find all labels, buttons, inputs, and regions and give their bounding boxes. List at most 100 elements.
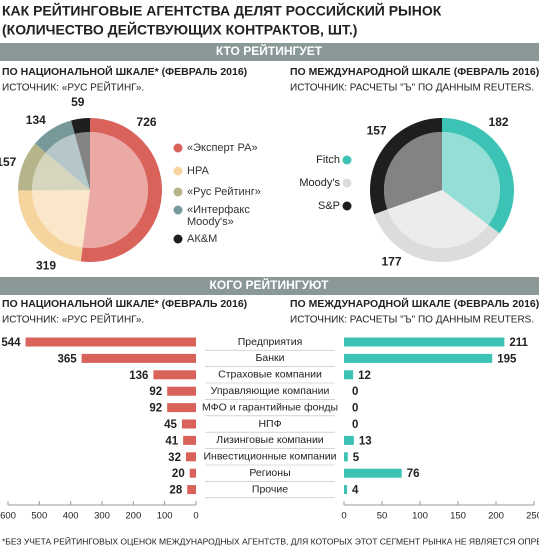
legend-dot <box>342 178 352 188</box>
legend-label: Moody's <box>299 177 340 189</box>
bar <box>344 370 354 380</box>
bar <box>189 468 196 478</box>
pie-slice <box>74 132 90 190</box>
subtitle: ПО НАЦИОНАЛЬНОЙ ШКАЛЕ* (ФЕВРАЛЬ 2016) <box>2 297 247 310</box>
bar <box>153 370 196 380</box>
bar <box>344 337 505 347</box>
title: (КОЛИЧЕСТВО ДЕЙСТВУЮЩИХ КОНТРАКТОВ, ШТ.) <box>2 21 357 38</box>
x-tick-label: 100 <box>157 511 173 522</box>
value-label: 319 <box>36 258 56 272</box>
pie-ring <box>35 120 75 153</box>
value-label: 41 <box>165 435 178 447</box>
bar <box>167 386 196 396</box>
section-title: КОГО РЕЙТИНГУЮТ <box>210 277 330 292</box>
pie-ring <box>18 143 46 191</box>
legend-label: АК&М <box>187 233 218 245</box>
legend-dot <box>173 187 183 197</box>
x-tick-label: 600 <box>0 511 16 522</box>
category-label: Инвестиционные компании <box>203 451 336 463</box>
value-label: 726 <box>137 115 157 129</box>
legend-dot <box>173 166 183 176</box>
subtitle: ПО МЕЖДУНАРОДНОЙ ШКАЛЕ (ФЕВРАЛЬ 2016) <box>290 65 539 78</box>
bar <box>185 452 196 462</box>
bar <box>25 337 197 347</box>
value-label: 45 <box>164 419 177 431</box>
value-label: 5 <box>353 452 360 464</box>
source: ИСТОЧНИК: РАСЧЕТЫ "Ъ" ПО ДАННЫМ REUTERS. <box>290 315 534 326</box>
section-title: КТО РЕЙТИНГУЕТ <box>216 43 323 58</box>
value-label: 13 <box>359 435 372 447</box>
legend-dot <box>173 205 183 215</box>
value-label: 4 <box>352 485 359 497</box>
footnote: *БЕЗ УЧЕТА РЕЙТИНГОВЫХ ОЦЕНОК МЕЖДУНАРОД… <box>2 535 539 546</box>
bar <box>344 353 493 363</box>
pie-slice <box>384 132 442 210</box>
pie-ring <box>370 118 442 215</box>
value-label: 12 <box>358 370 371 382</box>
x-tick-label: 0 <box>341 511 346 522</box>
bar <box>167 403 196 413</box>
pie-slice <box>45 134 90 190</box>
section-bar <box>0 43 539 61</box>
value-label: 28 <box>169 485 182 497</box>
value-label: 92 <box>149 386 162 398</box>
x-tick-label: 50 <box>377 511 388 522</box>
x-tick-label: 200 <box>488 511 504 522</box>
x-tick-label: 100 <box>412 511 428 522</box>
legend-dot <box>342 155 352 165</box>
pie-ring <box>442 118 514 234</box>
bar <box>183 435 196 445</box>
bar <box>344 468 402 478</box>
category-label: Предприятия <box>238 336 303 348</box>
category-label: Страховые компании <box>218 369 322 381</box>
legend-label: «Интерфакс Moody's» <box>187 204 250 228</box>
category-label: Лизинговые компании <box>216 434 324 446</box>
pie-slice <box>82 132 148 248</box>
legend-dot <box>342 201 352 211</box>
category-label: Управляющие компании <box>211 385 330 397</box>
pie-slice <box>387 190 489 248</box>
category-label: Регионы <box>249 467 290 479</box>
bar <box>181 419 196 429</box>
bar <box>344 435 354 445</box>
value-label: 211 <box>509 337 528 349</box>
legend-dot <box>173 234 183 244</box>
value-label: 182 <box>489 115 509 129</box>
value-label: 134 <box>26 113 46 127</box>
bar <box>81 353 196 363</box>
pie-slice <box>32 190 90 248</box>
category-label: Банки <box>256 352 285 364</box>
x-tick-label: 150 <box>450 511 466 522</box>
value-label: 365 <box>57 353 77 365</box>
value-label: 544 <box>1 337 21 349</box>
value-label: 92 <box>149 403 162 415</box>
bar <box>187 485 196 495</box>
pie-slice <box>442 132 500 225</box>
pie-slice <box>32 152 90 191</box>
value-label: 76 <box>407 468 420 480</box>
legend-label: «Эксперт РА» <box>187 142 258 154</box>
value-label: 20 <box>172 468 185 480</box>
legend-label: Fitch <box>316 154 340 166</box>
pie-ring <box>18 190 83 262</box>
value-label: 195 <box>497 353 517 365</box>
x-tick-label: 200 <box>125 511 141 522</box>
category-label: МФО и гарантийные фонды <box>202 401 338 413</box>
x-tick-label: 300 <box>94 511 110 522</box>
pie-ring <box>80 118 162 262</box>
bar <box>344 485 348 495</box>
value-label: 0 <box>352 386 358 398</box>
source: ИСТОЧНИК: «РУС РЕЙТИНГ». <box>2 313 144 326</box>
value-label: 32 <box>168 452 181 464</box>
legend-label: «Рус Рейтинг» <box>187 186 261 198</box>
category-label: НПФ <box>258 418 281 430</box>
legend-label: НРА <box>187 165 209 177</box>
source: ИСТОЧНИК: РАСЧЕТЫ "Ъ" ПО ДАННЫМ REUTERS. <box>290 83 534 94</box>
value-label: 136 <box>129 370 148 382</box>
value-label: 157 <box>367 123 387 137</box>
subtitle: ПО МЕЖДУНАРОДНОЙ ШКАЛЕ (ФЕВРАЛЬ 2016) <box>290 297 539 310</box>
category-label: Прочие <box>252 483 288 495</box>
x-tick-label: 0 <box>193 511 198 522</box>
legend-label: S&P <box>318 200 340 212</box>
